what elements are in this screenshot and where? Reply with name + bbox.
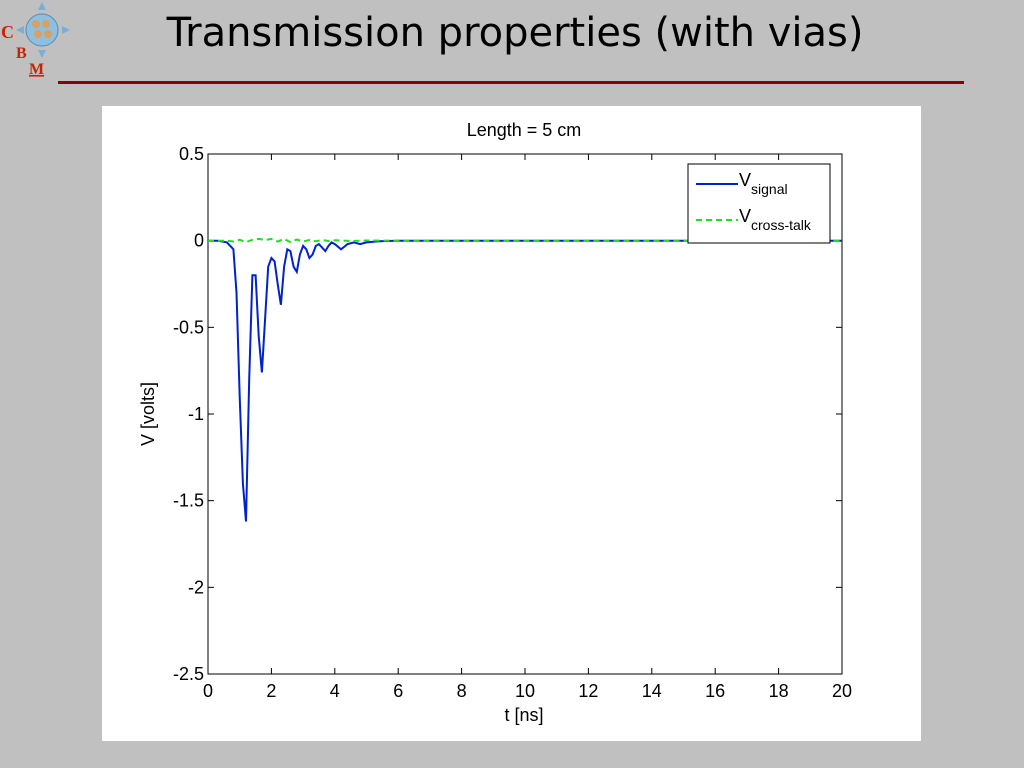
logo-letter-c: C	[1, 22, 14, 42]
y-tick-label: -1	[188, 404, 204, 424]
x-tick-label: 6	[393, 681, 403, 701]
y-tick-label: 0.5	[179, 144, 204, 164]
x-tick-label: 8	[457, 681, 467, 701]
x-tick-label: 14	[642, 681, 662, 701]
legend-label-signal: Vsignal	[739, 170, 788, 197]
x-tick-label: 0	[203, 681, 213, 701]
x-tick-label: 20	[832, 681, 852, 701]
legend: Vsignal Vcross-talk	[687, 163, 831, 244]
x-axis-label: t [ns]	[504, 705, 543, 725]
x-tick-label: 12	[578, 681, 598, 701]
x-tick-label: 10	[515, 681, 535, 701]
legend-subscript-signal: signal	[751, 181, 788, 197]
logo-letter-m: M	[29, 61, 44, 78]
legend-label-crosstalk: Vcross-talk	[739, 206, 812, 233]
y-tick-label: -2	[188, 577, 204, 597]
y-tick-label: -2.5	[173, 664, 204, 684]
x-tick-label: 16	[705, 681, 725, 701]
cbm-logo: C B M	[1, 2, 70, 78]
x-tick-label: 4	[330, 681, 340, 701]
line-chart: Length = 5 cm 0 2 4 6 8 10 12 14 16 18 20 0.5 0 -0.5 -…	[138, 120, 852, 725]
series-line-cross-talk	[208, 237, 842, 244]
y-tick-label: 0	[194, 231, 204, 251]
y-tick-label: -0.5	[173, 317, 204, 337]
legend-box	[687, 163, 831, 244]
x-tick-label: 2	[266, 681, 276, 701]
x-tick-label: 18	[769, 681, 789, 701]
legend-subscript-crosstalk: cross-talk	[751, 217, 812, 233]
chart-panel: Length = 5 cm 0 2 4 6 8 10 12 14 16 18 20 0.5 0 -0.5 -…	[102, 106, 921, 741]
slide-title: Transmission properties (with vias)	[166, 10, 864, 56]
chart-title: Length = 5 cm	[467, 120, 582, 140]
title-rule	[58, 81, 964, 84]
logo-letter-b: B	[16, 45, 27, 62]
y-tick-label: -1.5	[173, 491, 204, 511]
series-line-signal	[208, 239, 842, 522]
y-axis-label: V [volts]	[138, 382, 158, 446]
